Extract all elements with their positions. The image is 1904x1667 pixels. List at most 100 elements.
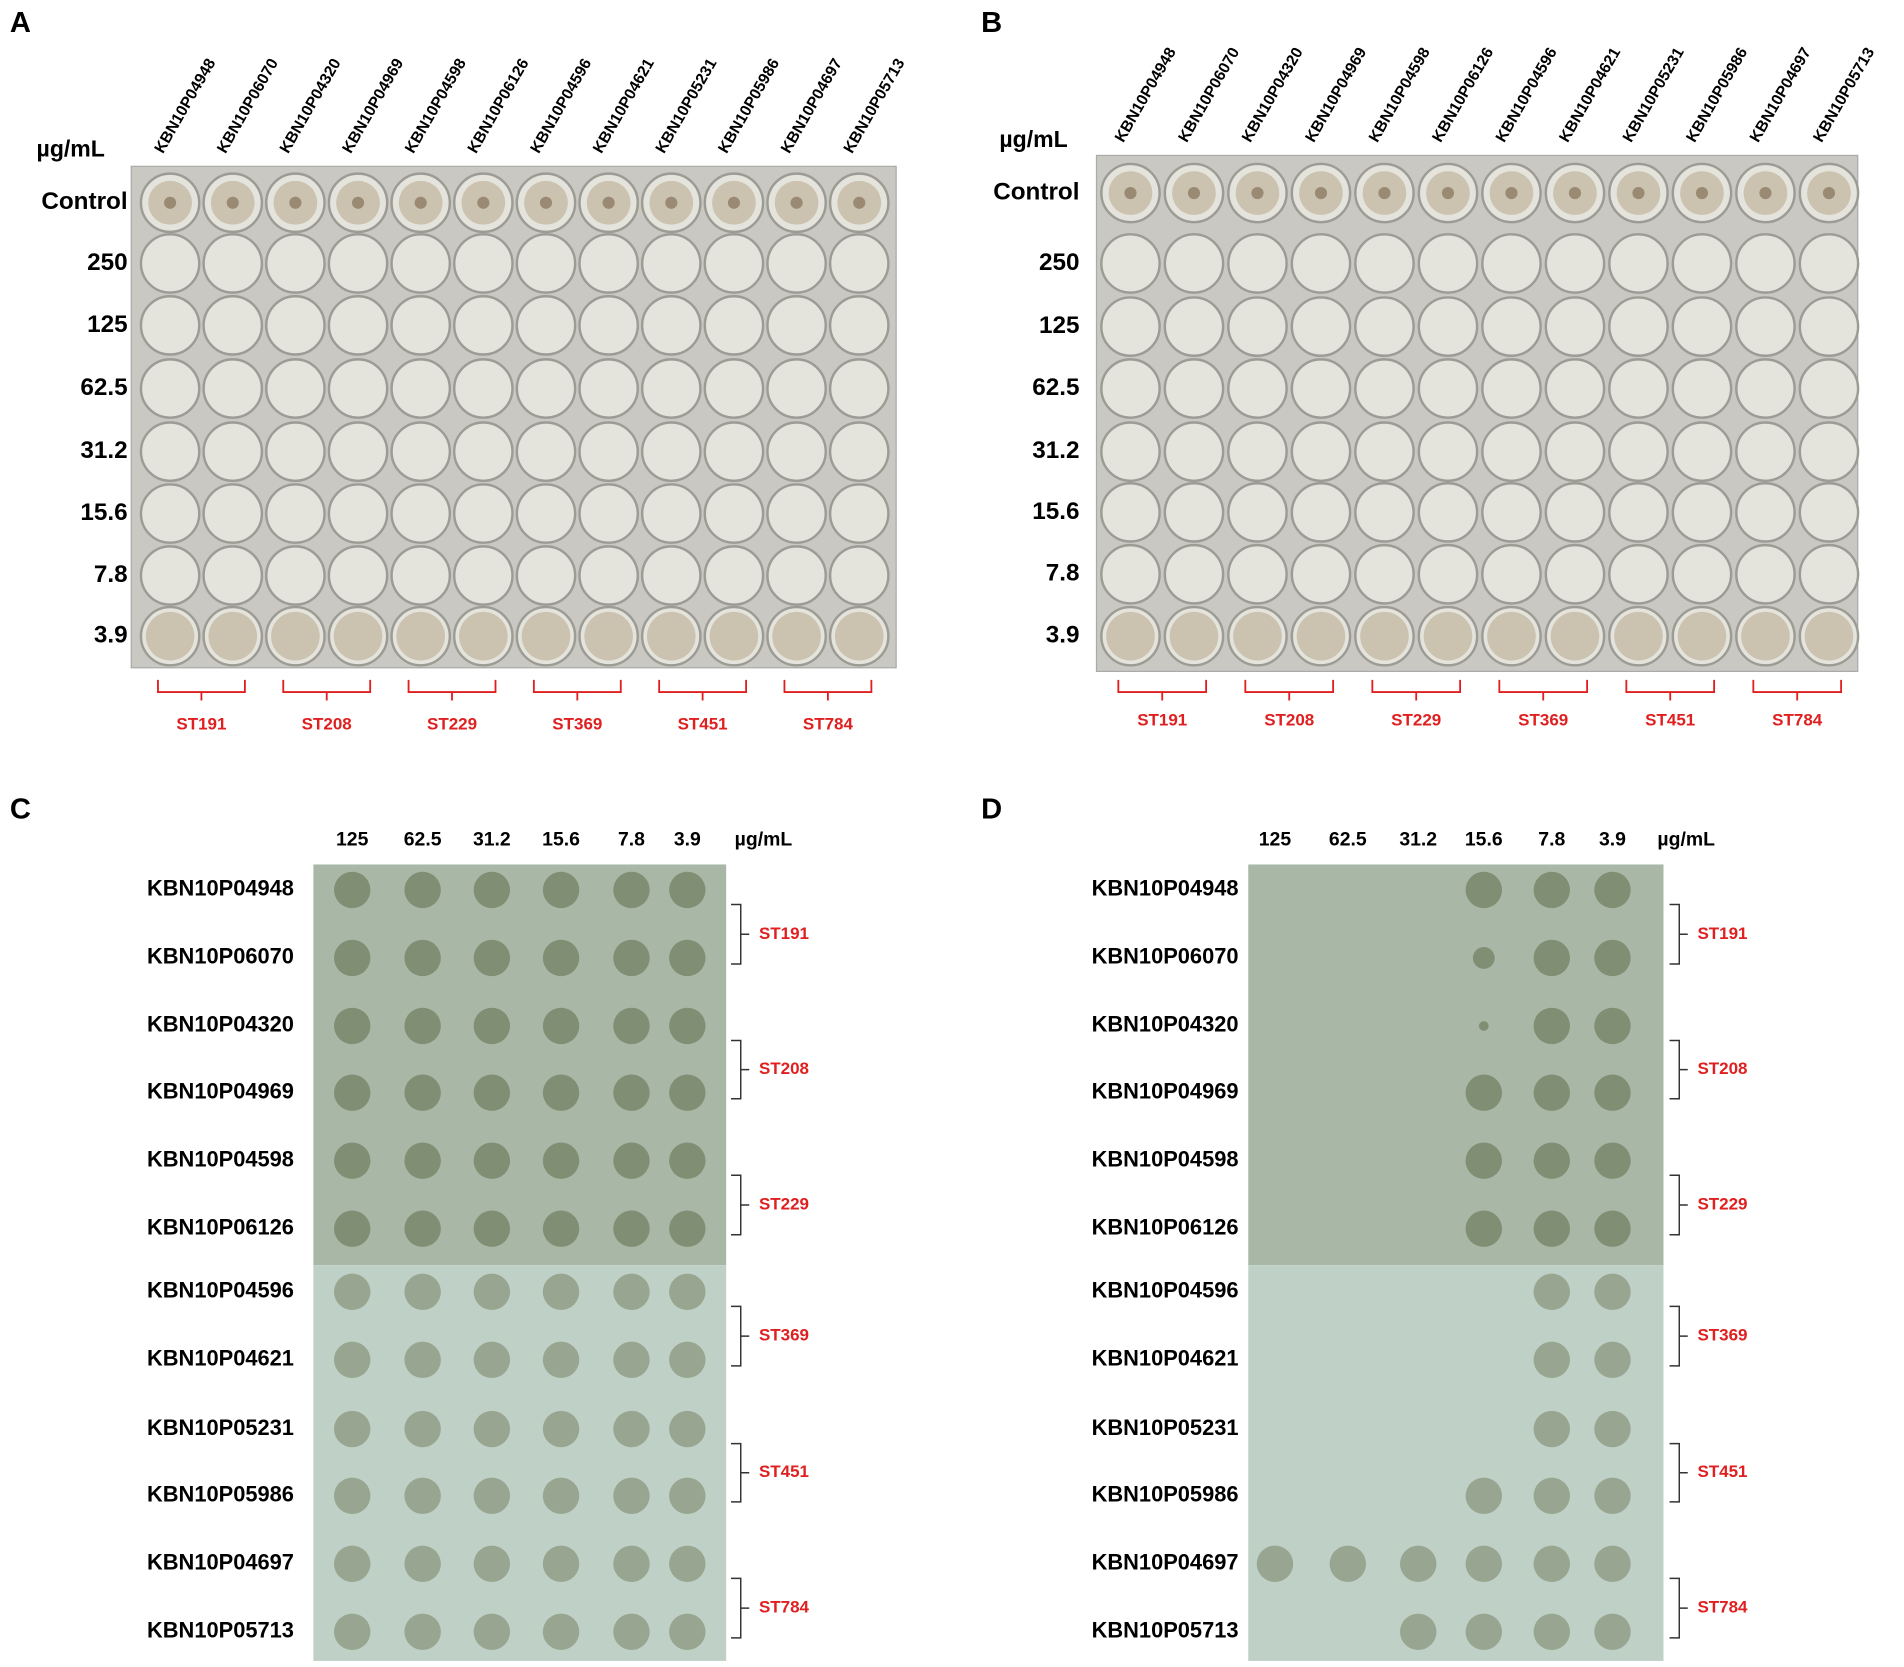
row-label: 62.5 (1032, 374, 1079, 401)
unit-label: µg/mL (999, 126, 1067, 152)
column-label: KBN10P05986 (715, 56, 783, 157)
growth (333, 611, 383, 661)
spot (334, 1074, 371, 1111)
spot (404, 939, 441, 977)
unit-label: µg/mL (37, 136, 105, 162)
spot (1533, 871, 1570, 909)
well (265, 358, 326, 419)
column-label: KBN10P04596 (527, 56, 595, 157)
well (452, 295, 514, 356)
well (766, 358, 827, 419)
st-label: ST451 (1645, 711, 1695, 730)
strain-label: KBN10P04948 (1092, 876, 1239, 901)
spot (1533, 1007, 1570, 1045)
growth-center (727, 196, 741, 209)
spot (1594, 1273, 1631, 1311)
well (327, 421, 389, 483)
spot (1594, 1074, 1631, 1111)
column-label: KBN10P04948 (152, 56, 220, 157)
spot (1256, 1545, 1294, 1583)
growth (834, 611, 884, 661)
spot (334, 1613, 371, 1651)
well (202, 358, 264, 419)
growth (1360, 611, 1409, 661)
bracket (1752, 679, 1843, 701)
growth (145, 611, 195, 661)
concentration-label: 7.8 (618, 828, 645, 850)
spot (334, 1341, 371, 1379)
st-label: ST191 (1697, 924, 1747, 943)
well (1227, 296, 1288, 357)
well (515, 545, 577, 606)
bracket (282, 679, 372, 701)
column-label: KBN10P04621 (590, 56, 658, 157)
well (202, 545, 264, 606)
growth (1296, 611, 1346, 661)
bracket (731, 903, 750, 965)
well (703, 233, 765, 294)
panel-letter: B (981, 7, 1002, 39)
well (640, 545, 702, 606)
growth-center (853, 196, 866, 209)
well (828, 483, 890, 544)
well (1100, 421, 1161, 483)
well (202, 421, 264, 483)
growth (709, 611, 759, 661)
growth (1487, 611, 1536, 661)
spot (669, 1613, 706, 1651)
well (327, 358, 389, 419)
spot (1465, 1210, 1503, 1247)
well (1798, 358, 1860, 419)
row-label: Control (41, 188, 127, 215)
spot (334, 1273, 371, 1311)
bracket (1371, 679, 1462, 701)
well (1227, 421, 1288, 483)
strain-label: KBN10P04596 (147, 1278, 294, 1303)
growth-center (477, 196, 490, 209)
concentration-label: 15.6 (542, 828, 580, 850)
spot (334, 1007, 371, 1045)
spot (613, 1273, 650, 1311)
bracket (731, 1442, 750, 1503)
well (139, 358, 201, 419)
spot (1472, 947, 1495, 969)
plate-bottom (1248, 1265, 1664, 1661)
bracket (157, 679, 246, 701)
panel-letter: C (10, 794, 31, 826)
bracket (1669, 903, 1688, 965)
spot (334, 871, 371, 909)
well (390, 483, 452, 544)
column-label: KBN10P05713 (1810, 45, 1878, 146)
spot (473, 871, 511, 909)
well (640, 233, 702, 294)
growth (584, 611, 633, 661)
well (1354, 421, 1415, 483)
column-label: KBN10P05231 (653, 56, 721, 157)
row-label: 31.2 (80, 437, 127, 464)
well (1290, 233, 1352, 294)
spot (669, 1410, 706, 1448)
st-label: ST369 (759, 1326, 809, 1345)
spot (334, 1410, 371, 1448)
growth-center (539, 196, 553, 209)
spot (669, 1074, 706, 1111)
unit-label: µg/mL (735, 828, 793, 850)
well (1798, 421, 1860, 483)
well (390, 358, 452, 419)
growth-center (1822, 186, 1836, 200)
growth-center (1505, 186, 1518, 200)
st-label: ST369 (1518, 711, 1568, 730)
spot (613, 1007, 650, 1045)
spot (613, 1341, 650, 1379)
concentration-label: 125 (336, 828, 369, 850)
spot (473, 1545, 511, 1583)
row-label: 7.8 (1046, 560, 1080, 587)
concentration-label: 62.5 (1329, 828, 1367, 850)
well (1290, 421, 1352, 483)
st-label: ST208 (759, 1059, 809, 1078)
growth-center (1187, 186, 1201, 200)
strain-label: KBN10P04598 (147, 1146, 294, 1171)
well (452, 421, 514, 483)
well (1354, 233, 1415, 294)
well (390, 421, 452, 483)
